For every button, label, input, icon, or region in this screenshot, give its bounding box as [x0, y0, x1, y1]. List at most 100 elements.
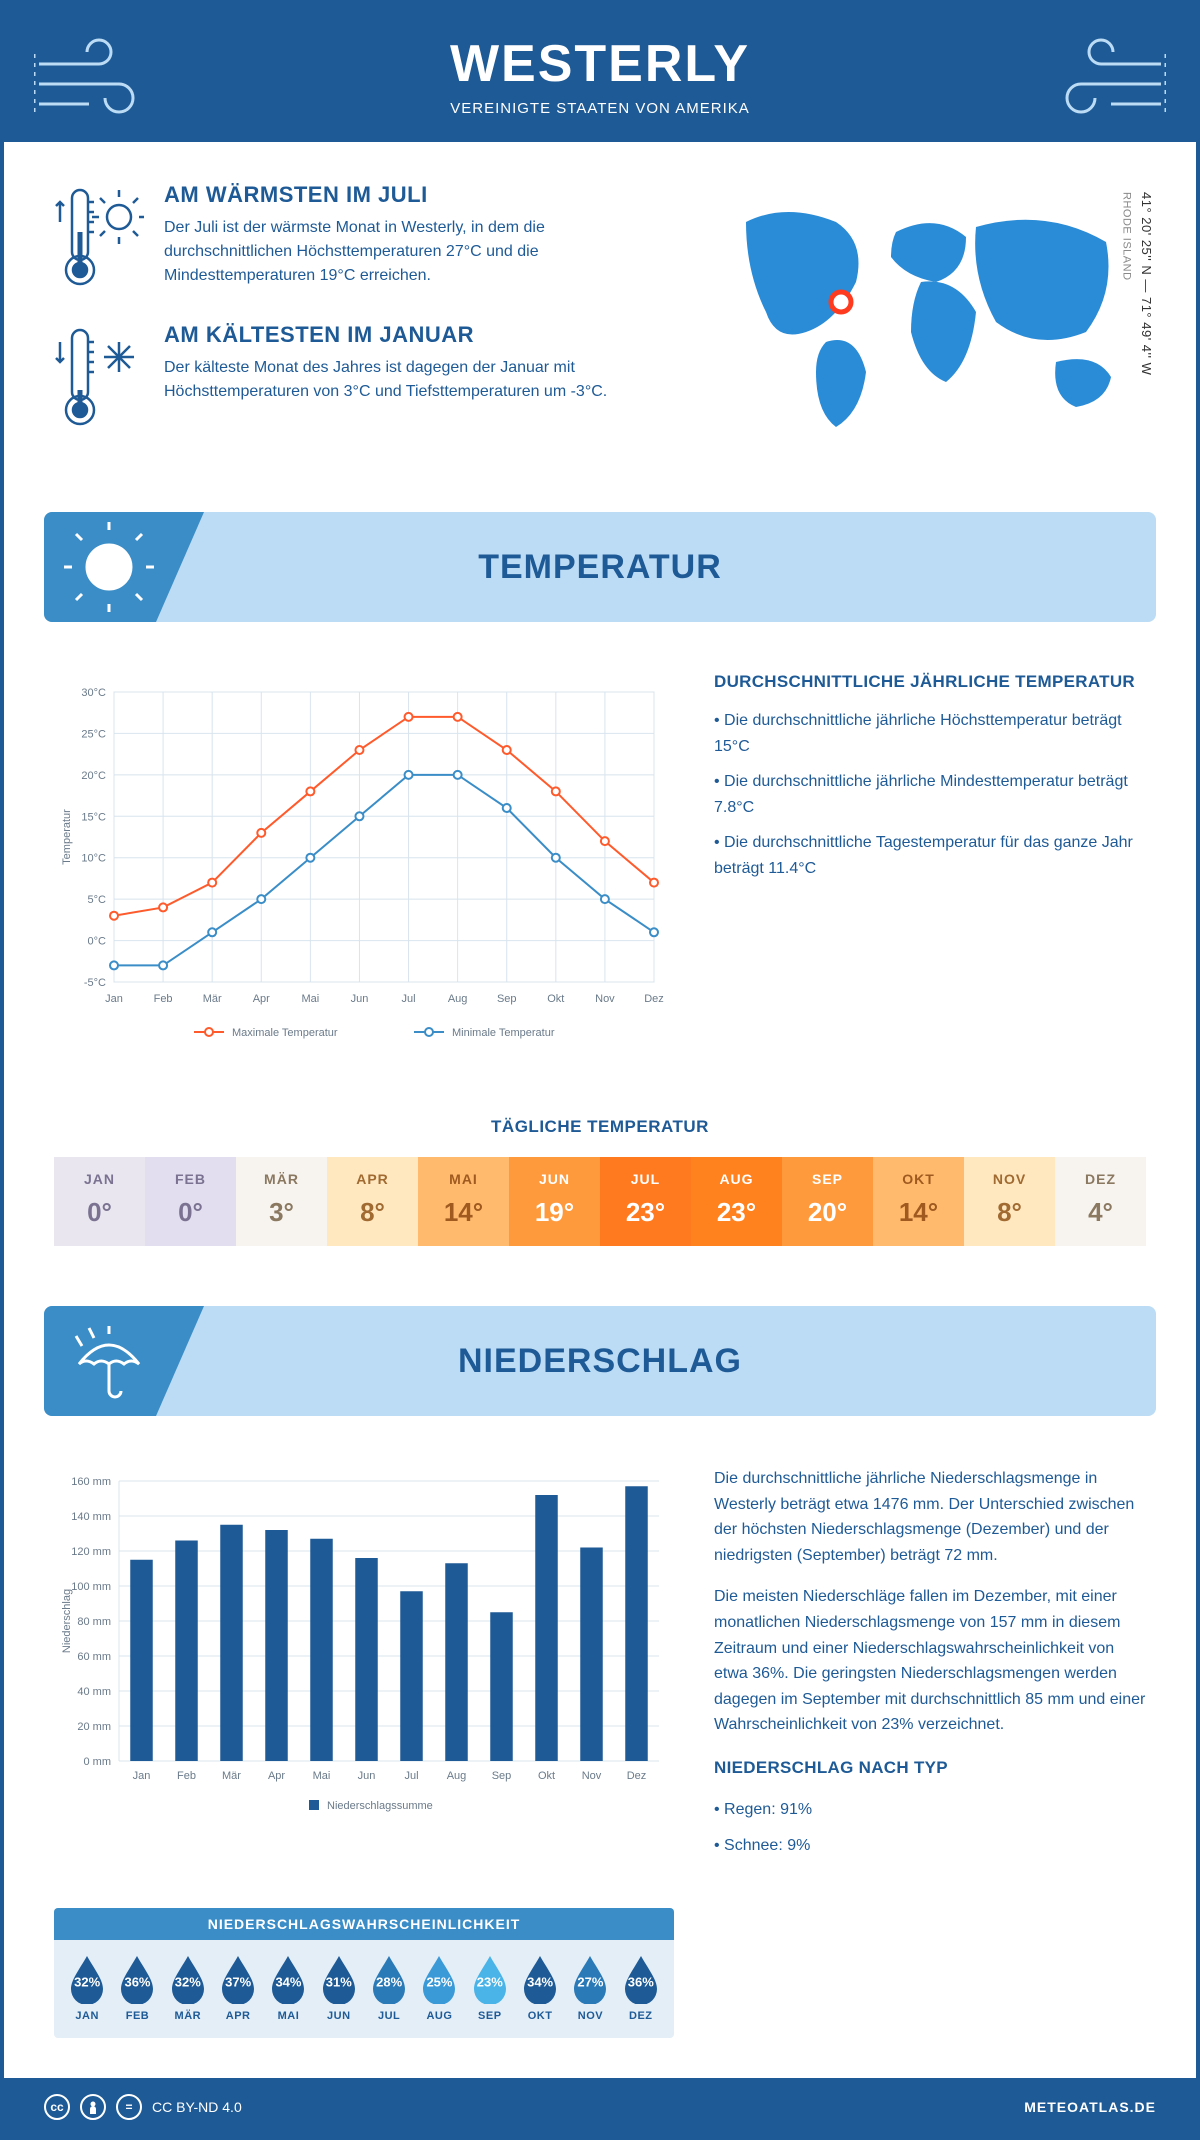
temp-summary-list: Die durchschnittliche jährliche Höchstte… [714, 708, 1146, 882]
svg-text:140 mm: 140 mm [71, 1511, 111, 1523]
raindrop-icon: 32% [67, 1954, 107, 2004]
precip-prob-cell: 27% NOV [567, 1954, 613, 2022]
precip-prob-cell: 34% MAI [265, 1954, 311, 2022]
fact-cold: AM KÄLTESTEN IM JANUAR Der kälteste Mona… [54, 322, 666, 432]
daily-temp-cell: OKT14° [873, 1157, 964, 1246]
daily-temp-cell: JUN19° [509, 1157, 600, 1246]
svg-text:Jan: Jan [105, 993, 123, 1005]
svg-text:Niederschlagssumme: Niederschlagssumme [327, 1800, 433, 1812]
daily-temp-cell: NOV8° [964, 1157, 1055, 1246]
svg-text:Aug: Aug [447, 1770, 467, 1782]
fact-warm-title: AM WÄRMSTEN IM JULI [164, 182, 666, 208]
svg-text:Apr: Apr [253, 993, 270, 1005]
precip-bytype-title: NIEDERSCHLAG NACH TYP [714, 1754, 1146, 1781]
svg-text:Jun: Jun [351, 993, 369, 1005]
svg-text:Aug: Aug [448, 993, 468, 1005]
svg-text:Jul: Jul [404, 1770, 418, 1782]
svg-text:Maximale Temperatur: Maximale Temperatur [232, 1027, 338, 1039]
page-title: WESTERLY [24, 34, 1176, 94]
svg-text:Nov: Nov [595, 993, 615, 1005]
page-subtitle: VEREINIGTE STAATEN VON AMERIKA [24, 100, 1176, 117]
raindrop-icon: 31% [319, 1954, 359, 2004]
temp-summary-title: DURCHSCHNITTLICHE JÄHRLICHE TEMPERATUR [714, 672, 1146, 692]
fact-warm-text: Der Juli ist der wärmste Monat in Wester… [164, 216, 666, 288]
raindrop-icon: 37% [218, 1954, 258, 2004]
raindrop-icon: 32% [168, 1954, 208, 2004]
svg-text:Jan: Jan [133, 1770, 151, 1782]
svg-text:20°C: 20°C [81, 770, 106, 782]
svg-text:Okt: Okt [547, 993, 564, 1005]
header: WESTERLY VEREINIGTE STAATEN VON AMERIKA [4, 4, 1196, 142]
svg-text:-5°C: -5°C [84, 977, 106, 989]
precip-title: NIEDERSCHLAG [458, 1342, 742, 1381]
world-map [706, 182, 1126, 442]
svg-text:Mär: Mär [222, 1770, 241, 1782]
precip-prob-cell: 32% JAN [64, 1954, 110, 2022]
raindrop-icon: 36% [117, 1954, 157, 2004]
raindrop-icon: 34% [520, 1954, 560, 2004]
daily-temp-cell: APR8° [327, 1157, 418, 1246]
coords-value: 41° 20' 25'' N — 71° 49' 4'' W [1139, 192, 1154, 375]
fact-cold-title: AM KÄLTESTEN IM JANUAR [164, 322, 666, 348]
precip-prob-cell: 25% AUG [416, 1954, 462, 2022]
daily-temp-cell: JUL23° [600, 1157, 691, 1246]
precip-p2: Die meisten Niederschläge fallen im Deze… [714, 1584, 1146, 1738]
svg-text:120 mm: 120 mm [71, 1546, 111, 1558]
daily-temp-cell: MÄR3° [236, 1157, 327, 1246]
precip-prob-title: NIEDERSCHLAGSWAHRSCHEINLICHKEIT [54, 1908, 674, 1940]
temperature-chart: -5°C0°C5°C10°C15°C20°C25°C30°CJanFebMärA… [54, 672, 674, 1052]
svg-text:20 mm: 20 mm [77, 1721, 111, 1733]
precip-prob-cell: 28% JUL [366, 1954, 412, 2022]
precip-prob-cell: 37% APR [215, 1954, 261, 2022]
daily-temp-cell: MAI14° [418, 1157, 509, 1246]
wind-icon-left [34, 34, 174, 124]
thermometer-snow-icon [54, 322, 144, 432]
precip-chart: 0 mm20 mm40 mm60 mm80 mm100 mm120 mm140 … [54, 1466, 674, 1826]
precip-prob-cell: 36% FEB [114, 1954, 160, 2022]
svg-text:Okt: Okt [538, 1770, 555, 1782]
svg-text:Apr: Apr [268, 1770, 285, 1782]
wind-icon-right [1026, 34, 1166, 124]
svg-text:5°C: 5°C [88, 894, 107, 906]
svg-text:40 mm: 40 mm [77, 1686, 111, 1698]
raindrop-icon: 36% [621, 1954, 661, 2004]
precip-bytype-item: Regen: 91% [714, 1797, 1146, 1823]
coords-label: 41° 20' 25'' N — 71° 49' 4'' W RHODE ISL… [1117, 192, 1156, 375]
precip-bytype-item: Schnee: 9% [714, 1833, 1146, 1859]
intro-section: AM WÄRMSTEN IM JULI Der Juli ist der wär… [4, 142, 1196, 492]
umbrella-icon [64, 1316, 154, 1406]
svg-text:30°C: 30°C [81, 687, 106, 699]
precip-prob-cell: 32% MÄR [165, 1954, 211, 2022]
nd-icon: = [116, 2094, 142, 2120]
temperature-title: TEMPERATUR [478, 548, 722, 587]
svg-text:60 mm: 60 mm [77, 1651, 111, 1663]
cc-icon: cc [44, 2094, 70, 2120]
precip-p1: Die durchschnittliche jährliche Niedersc… [714, 1466, 1146, 1568]
temperature-body: -5°C0°C5°C10°C15°C20°C25°C30°CJanFebMärA… [4, 642, 1196, 1087]
svg-text:Jun: Jun [358, 1770, 376, 1782]
precip-body: 0 mm20 mm40 mm60 mm80 mm100 mm120 mm140 … [4, 1436, 1196, 1898]
svg-text:Mai: Mai [301, 993, 319, 1005]
temperature-banner: TEMPERATUR [44, 512, 1156, 622]
raindrop-icon: 27% [570, 1954, 610, 2004]
daily-temp-cell: SEP20° [782, 1157, 873, 1246]
svg-text:0 mm: 0 mm [84, 1756, 112, 1768]
raindrop-icon: 28% [369, 1954, 409, 2004]
svg-text:Jul: Jul [402, 993, 416, 1005]
svg-text:100 mm: 100 mm [71, 1581, 111, 1593]
svg-text:0°C: 0°C [88, 936, 107, 948]
svg-text:160 mm: 160 mm [71, 1476, 111, 1488]
svg-text:Minimale Temperatur: Minimale Temperatur [452, 1027, 555, 1039]
license-block: cc = CC BY-ND 4.0 [44, 2094, 242, 2120]
svg-text:Dez: Dez [627, 1770, 647, 1782]
daily-temp-row: JAN0°FEB0°MÄR3°APR8°MAI14°JUN19°JUL23°AU… [4, 1157, 1196, 1286]
daily-temp-title: TÄGLICHE TEMPERATUR [4, 1117, 1196, 1137]
precip-banner: NIEDERSCHLAG [44, 1306, 1156, 1416]
precip-prob-cell: 23% SEP [467, 1954, 513, 2022]
fact-cold-text: Der kälteste Monat des Jahres ist dagege… [164, 356, 666, 404]
sun-icon [64, 522, 154, 612]
svg-text:Sep: Sep [492, 1770, 512, 1782]
footer: cc = CC BY-ND 4.0 METEOATLAS.DE [4, 2078, 1196, 2136]
temp-summary-item: Die durchschnittliche Tagestemperatur fü… [714, 830, 1146, 881]
svg-text:Temperatur: Temperatur [61, 809, 73, 865]
